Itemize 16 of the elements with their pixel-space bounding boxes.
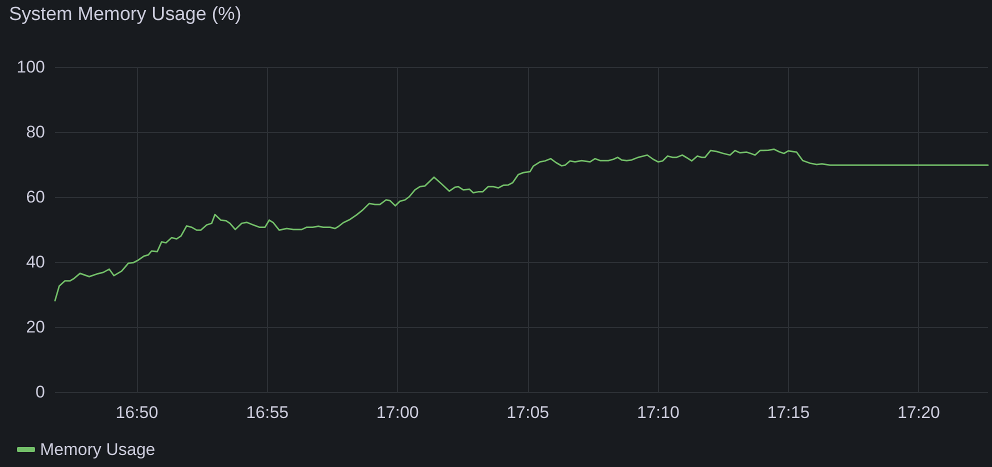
x-tick-label: 17:15 bbox=[767, 403, 810, 422]
x-tick-label: 17:10 bbox=[636, 403, 680, 422]
x-tick-label: 16:50 bbox=[116, 403, 158, 422]
line-series bbox=[54, 148, 989, 302]
y-tick-label: 40 bbox=[26, 252, 45, 272]
x-tick-label: 17:20 bbox=[897, 403, 940, 422]
x-tick-label: 17:00 bbox=[376, 403, 419, 422]
y-tick-label: 80 bbox=[26, 122, 45, 142]
legend-label: Memory Usage bbox=[40, 440, 156, 459]
y-tick-label: 60 bbox=[26, 188, 45, 206]
x-tick-label: 17:05 bbox=[506, 403, 550, 422]
x-tick-label: 16:55 bbox=[246, 403, 289, 422]
y-tick-label: 20 bbox=[26, 318, 45, 336]
y-tick-label: 100 bbox=[16, 58, 45, 76]
chart-title: System Memory Usage (%) bbox=[9, 4, 242, 25]
y-tick-label: 0 bbox=[36, 382, 45, 402]
